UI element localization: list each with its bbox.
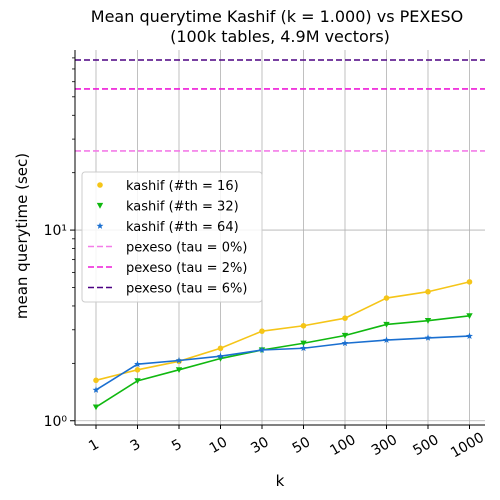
data-point (134, 378, 141, 385)
legend-label: pexeso (tau = 6%) (126, 282, 247, 297)
x-tick-label: 300 (369, 432, 400, 459)
data-point (96, 202, 104, 209)
data-point (342, 315, 348, 322)
data-point (92, 386, 100, 393)
series-line (95, 335, 470, 391)
axes: 1 3 5 10 30 50 100 300 500 1000 10⁰ 10¹ (44, 50, 487, 461)
x-tick-label: 1000 (448, 430, 487, 462)
data-point (466, 279, 473, 285)
legend-box (81, 171, 263, 303)
x-axis-label: k (276, 472, 285, 490)
data-point (175, 367, 183, 374)
data-point (217, 345, 224, 352)
x-tick-label: 3 (128, 436, 144, 454)
x-tick-label: 5 (169, 436, 185, 454)
legend-label: pexeso (tau = 2%) (126, 261, 247, 276)
data-point (92, 404, 100, 411)
data-point (466, 313, 473, 320)
data-point (383, 336, 390, 343)
series-line (95, 315, 470, 408)
y-tick-label: 10¹ (44, 223, 67, 239)
data-point (425, 288, 431, 295)
x-tick-label: 50 (290, 434, 313, 457)
legend-label: kashif (#th = 16) (126, 179, 239, 194)
data-point (300, 340, 307, 347)
reference-lines (75, 59, 485, 152)
chart-subtitle: (100k tables, 4.9M vectors) (170, 27, 390, 46)
x-tick-label: 500 (410, 432, 441, 459)
x-tick-label: 100 (327, 432, 358, 459)
data-point (300, 322, 307, 329)
data-point (341, 332, 349, 339)
data-point (300, 344, 307, 352)
y-axis-label: mean querytime (sec) (13, 153, 31, 319)
data-point (96, 222, 104, 229)
data-point (217, 352, 224, 360)
chart-title: Mean querytime Kashif (k = 1.000) vs PEX… (91, 7, 463, 26)
series-lines (92, 279, 473, 411)
x-tick-label: 1 (86, 436, 102, 454)
y-tick-label: 10⁰ (44, 414, 68, 430)
data-point (466, 332, 473, 339)
data-point (97, 182, 103, 188)
data-point (134, 367, 141, 373)
legend: kashif (#th = 16) kashif (#th = 32) kashif… (81, 171, 263, 303)
data-point (383, 321, 390, 328)
data-point (341, 339, 349, 347)
data-point (93, 377, 99, 384)
x-tick-label: 30 (248, 434, 271, 457)
legend-label: pexeso (tau = 0%) (126, 241, 247, 256)
data-point (424, 334, 432, 341)
data-point (175, 356, 183, 364)
data-point (259, 328, 265, 334)
series-line (95, 281, 470, 382)
legend-label: kashif (#th = 64) (126, 220, 239, 235)
data-point (134, 360, 141, 368)
data-point (383, 295, 390, 301)
x-tick-label: 10 (207, 434, 230, 457)
data-point (258, 346, 266, 353)
data-point (424, 318, 432, 324)
legend-label: kashif (#th = 32) (126, 200, 239, 215)
